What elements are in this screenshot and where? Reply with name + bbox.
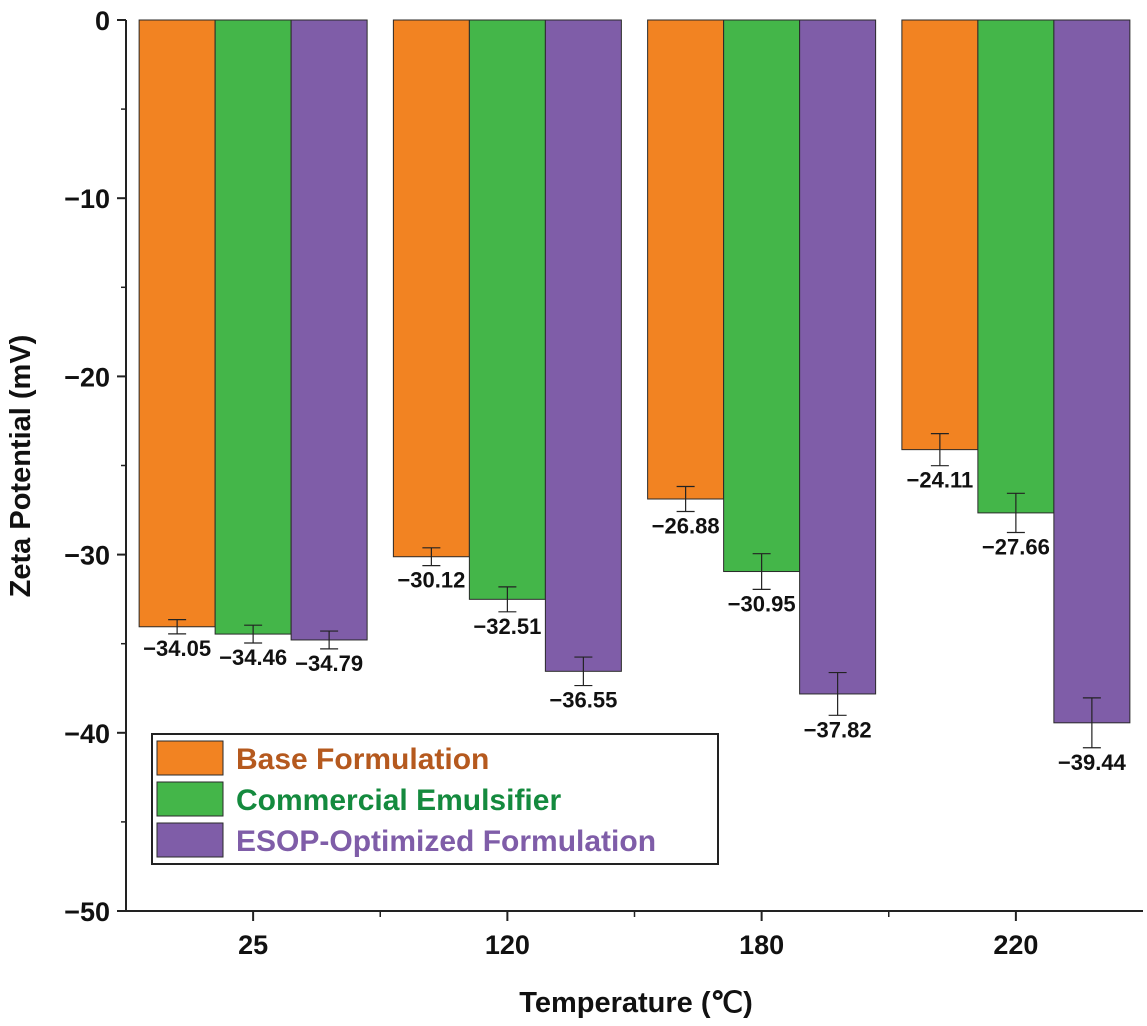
error-bars-layer bbox=[168, 433, 1101, 749]
bars-layer bbox=[138, 19, 1131, 724]
data-label: −24.11 bbox=[907, 468, 974, 493]
bar-base-formulation-120 bbox=[392, 19, 470, 558]
x-ticks-layer: 25 120 180 220 bbox=[238, 911, 1038, 960]
y-tick-label: −50 bbox=[64, 897, 110, 927]
data-labels-layer: −34.05 −30.12 −26.88 −24.11 −34.46 −32.51 −30.… bbox=[143, 468, 1126, 775]
legend-swatch-3 bbox=[156, 822, 224, 858]
data-label: −30.95 bbox=[728, 591, 796, 616]
data-label: −37.82 bbox=[804, 717, 872, 742]
legend-swatch-1 bbox=[156, 740, 224, 776]
y-tick-label: −10 bbox=[64, 184, 110, 214]
bar-esop-optimized-formulation-180 bbox=[799, 19, 877, 695]
bar-commercial-emulsifier-25 bbox=[214, 19, 292, 635]
data-label: −27.66 bbox=[982, 535, 1050, 560]
y-tick-label: 0 bbox=[95, 6, 110, 36]
bar-commercial-emulsifier-220 bbox=[977, 19, 1055, 514]
bar-base-formulation-220 bbox=[901, 19, 979, 451]
y-axis-title: Zeta Potential (mV) bbox=[5, 335, 37, 598]
y-tick-label: −20 bbox=[64, 362, 110, 392]
bar-commercial-emulsifier-120 bbox=[468, 19, 546, 600]
x-axis-title: Temperature (℃) bbox=[519, 987, 752, 1019]
bar-base-formulation-180 bbox=[647, 19, 725, 500]
legend: Base Formulation Commercial Emulsifier ESO… bbox=[151, 733, 719, 865]
y-ticks-layer: 0 −10 −20 −30 −40 −50 bbox=[64, 6, 126, 927]
x-tick-label: 120 bbox=[485, 930, 530, 960]
legend-frame bbox=[151, 733, 719, 865]
bar-esop-optimized-formulation-220 bbox=[1053, 19, 1131, 724]
y-tick-label: −30 bbox=[64, 541, 110, 571]
x-tick-label: 25 bbox=[238, 930, 268, 960]
data-label: −32.51 bbox=[473, 614, 541, 639]
bar-base-formulation-25 bbox=[138, 19, 216, 628]
data-label: −26.88 bbox=[652, 513, 720, 538]
data-label: −39.44 bbox=[1058, 750, 1127, 775]
legend-label-3: ESOP-Optimized Formulation bbox=[236, 825, 656, 858]
data-label: −34.46 bbox=[219, 645, 287, 670]
x-tick-label: 220 bbox=[993, 930, 1038, 960]
bar-esop-optimized-formulation-120 bbox=[544, 19, 622, 672]
legend-label-2: Commercial Emulsifier bbox=[236, 784, 561, 817]
data-label: −30.12 bbox=[397, 568, 465, 593]
bar-esop-optimized-formulation-25 bbox=[290, 19, 368, 641]
y-tick-label: −40 bbox=[64, 719, 110, 749]
legend-swatch-2 bbox=[156, 781, 224, 817]
data-label: −36.55 bbox=[549, 688, 617, 713]
legend-label-1: Base Formulation bbox=[236, 743, 489, 776]
x-tick-label: 180 bbox=[739, 930, 784, 960]
data-label: −34.79 bbox=[295, 651, 363, 676]
bar-commercial-emulsifier-180 bbox=[723, 19, 801, 573]
data-label: −34.05 bbox=[143, 636, 211, 661]
